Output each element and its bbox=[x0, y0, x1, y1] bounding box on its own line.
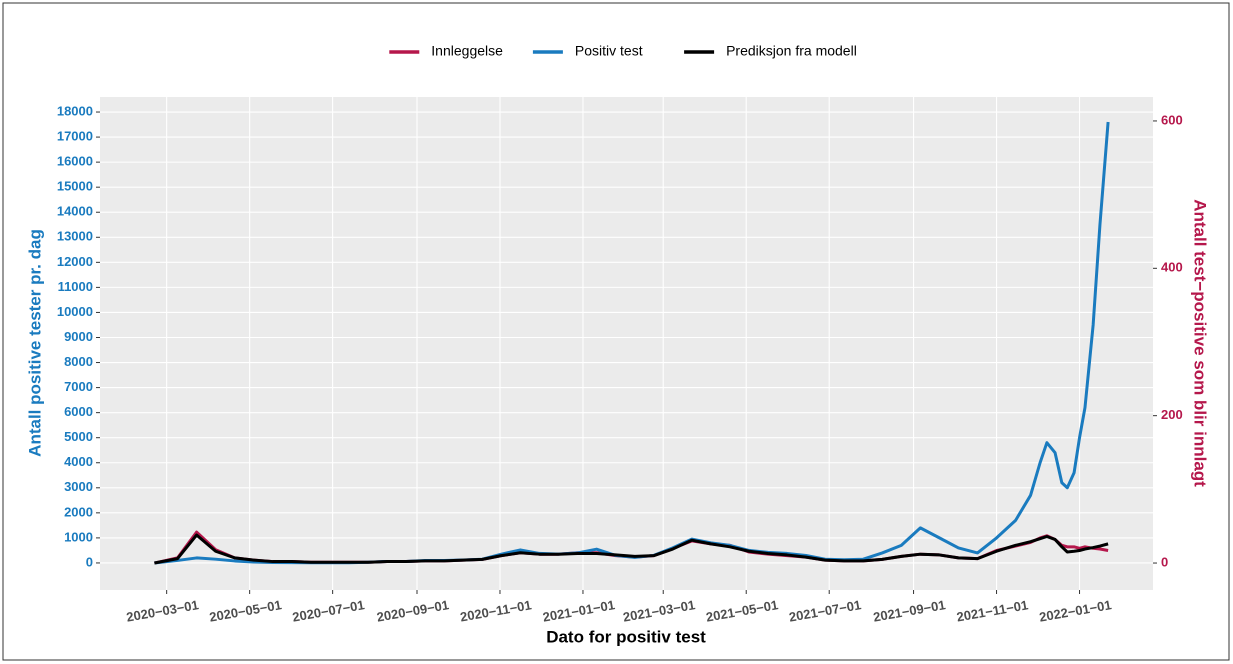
y-tick-label: 7000 bbox=[64, 379, 93, 394]
x-axis-title: Dato for positiv test bbox=[546, 627, 706, 646]
y-tick-label: 8000 bbox=[64, 354, 93, 369]
legend-label: Innleggelse bbox=[431, 43, 503, 59]
y2-tick-label: 0 bbox=[1161, 554, 1168, 569]
y-tick-label: 14000 bbox=[57, 204, 93, 219]
y-tick-label: 18000 bbox=[57, 103, 93, 118]
y2-axis-title: Antall test−positive som blir innlagt bbox=[1191, 199, 1210, 487]
y-axis-title: Antall positive tester pr. dag bbox=[25, 229, 44, 457]
y-tick-label: 11000 bbox=[58, 279, 93, 294]
legend-label: Positiv test bbox=[575, 43, 643, 59]
y-tick-label: 16000 bbox=[57, 154, 93, 169]
y-tick-label: 15000 bbox=[57, 179, 93, 194]
y-tick-label: 6000 bbox=[64, 404, 93, 419]
y-tick-label: 0 bbox=[86, 554, 93, 569]
series-line bbox=[154, 533, 1109, 565]
y2-tick-label: 400 bbox=[1161, 260, 1183, 275]
legend-label: Prediksjon fra modell bbox=[726, 43, 857, 59]
y-tick-label: 5000 bbox=[64, 429, 93, 444]
y-tick-label: 10000 bbox=[57, 304, 93, 319]
panel bbox=[100, 97, 1153, 590]
y2-tick-label: 600 bbox=[1161, 112, 1183, 127]
y2-tick-label: 200 bbox=[1161, 407, 1183, 422]
y-tick-label: 4000 bbox=[64, 454, 93, 469]
y-tick-label: 13000 bbox=[57, 229, 93, 244]
y-tick-label: 1000 bbox=[64, 529, 93, 544]
y-tick-label: 12000 bbox=[57, 254, 93, 269]
y-tick-label: 2000 bbox=[64, 504, 93, 519]
y-tick-label: 17000 bbox=[57, 129, 93, 144]
y-tick-label: 3000 bbox=[64, 479, 93, 494]
y-tick-label: 9000 bbox=[64, 329, 93, 344]
